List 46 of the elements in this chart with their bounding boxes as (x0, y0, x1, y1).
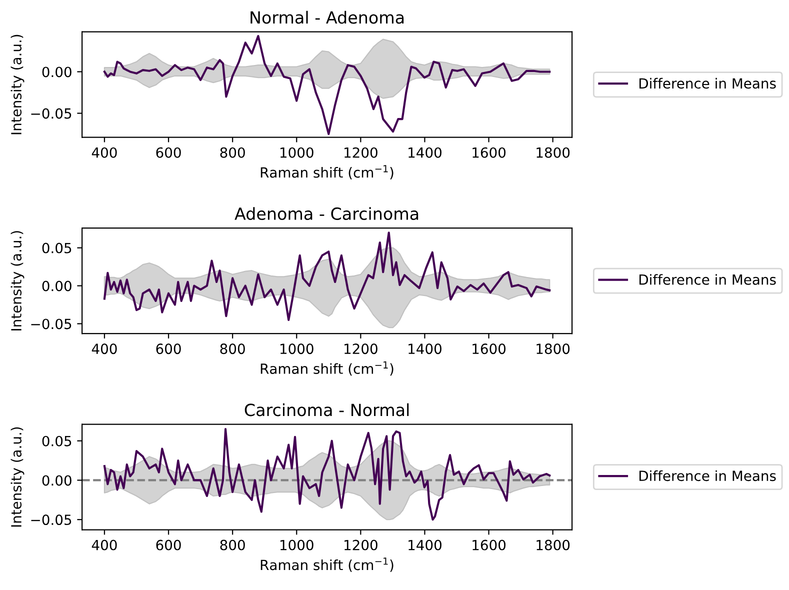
chart-title: Normal - Adenoma (250, 10, 404, 24)
x-tick-label: 600 (156, 540, 181, 550)
x-tick-label: 1600 (472, 344, 506, 354)
line-series (103, 232, 551, 321)
x-tick-label: 1400 (408, 344, 442, 354)
x-tick-label: 800 (220, 540, 245, 550)
y-axis-title: Intensity (a.u.) (10, 427, 24, 527)
x-axis-title: Raman shift (cm$^{−1}$) (260, 165, 394, 180)
x-tick-label: 1200 (344, 540, 378, 550)
y-tick-label: 0.05 (42, 436, 72, 446)
legend-label: Difference in Means (639, 78, 776, 89)
y-tick-label: −0.05 (31, 108, 72, 119)
x-tick-label: 1000 (280, 147, 314, 158)
y-tick-label: 0.00 (42, 66, 72, 78)
x-tick-label: 1000 (280, 344, 314, 354)
y-tick-label: −0.05 (31, 514, 72, 526)
x-tick-label: 1800 (536, 344, 570, 354)
x-tick-label: 600 (156, 147, 181, 158)
x-tick-label: 400 (92, 540, 117, 550)
y-tick-label: 0.05 (42, 242, 72, 254)
x-tick-label: 1200 (344, 147, 378, 158)
x-tick-label: 1800 (536, 147, 570, 158)
y-tick-label: −0.05 (31, 318, 72, 330)
x-tick-label: 1600 (472, 540, 506, 550)
x-tick-label: 1400 (408, 147, 442, 158)
chart-title: Carcinoma - Normal (244, 403, 409, 416)
y-tick-label: 0.00 (42, 475, 72, 486)
y-axis-title: Intensity (a.u.) (10, 34, 24, 134)
x-axis-title: Raman shift (cm$^{−1}$) (260, 361, 394, 376)
x-tick-label: 800 (220, 147, 245, 158)
x-tick-label: 1200 (344, 344, 378, 354)
x-tick-label: 400 (92, 344, 117, 354)
legend-label: Difference in Means (639, 470, 776, 482)
legend-label: Difference in Means (639, 274, 776, 285)
y-tick-label: 0.00 (42, 280, 72, 292)
x-tick-label: 400 (92, 147, 117, 158)
x-tick-label: 800 (220, 344, 245, 354)
x-tick-label: 1400 (408, 540, 442, 550)
chart-title: Adenoma - Carcinoma (234, 207, 418, 220)
x-tick-label: 1600 (472, 147, 506, 158)
x-tick-label: 1800 (536, 540, 570, 550)
x-tick-label: 1000 (280, 540, 314, 550)
line-series (103, 34, 551, 136)
x-tick-label: 600 (156, 344, 181, 354)
x-axis-title: Raman shift (cm$^{−1}$) (260, 558, 394, 572)
y-axis-title: Intensity (a.u.) (10, 231, 24, 330)
